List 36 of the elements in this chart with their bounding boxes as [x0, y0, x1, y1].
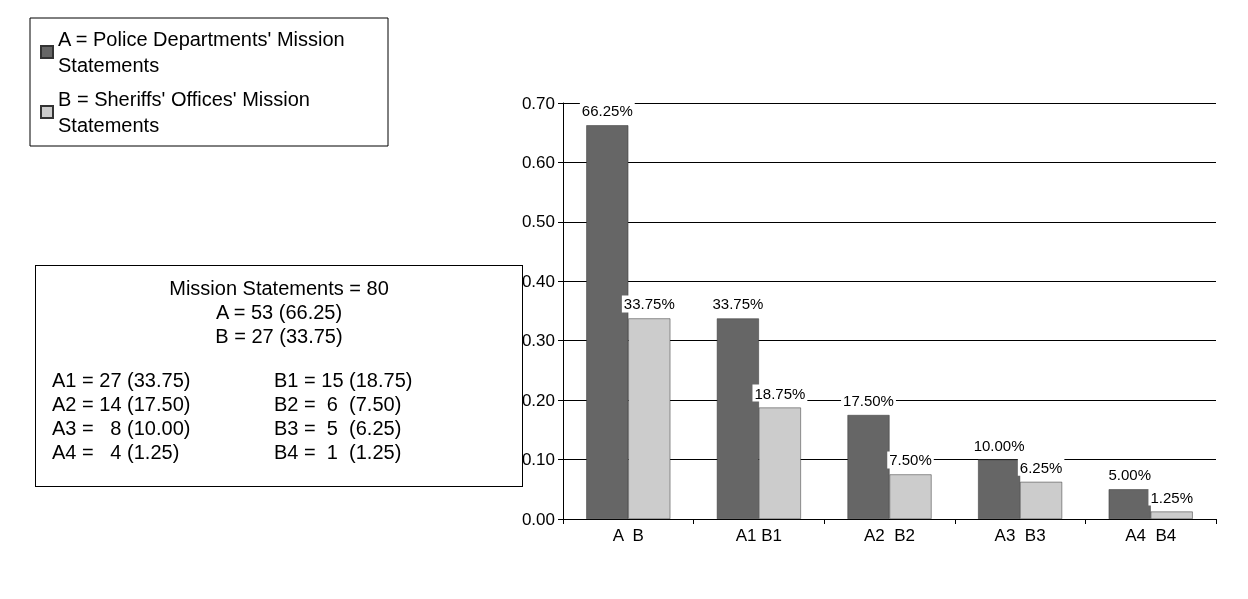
x-tick-label: A3 B3 — [994, 526, 1046, 545]
data-label: 7.50% — [889, 451, 932, 469]
data-label: 17.50% — [843, 392, 894, 409]
text: B = 27 (33.75) — [214, 324, 344, 348]
y-tick-label: 0.70 — [521, 93, 555, 113]
text: B1 = 15 (18.75) — [274, 368, 414, 392]
text: A1 = 27 (33.75) — [52, 368, 192, 392]
legend-label: B = Sheriffs' Offices' Mission Statements — [58, 88, 316, 136]
text: B4 = 1 (1.25) — [274, 440, 403, 464]
y-tick-label: 0.00 — [521, 509, 555, 529]
x-tick-label: A B — [612, 526, 644, 545]
text: A4 = 4 (1.25) — [52, 440, 181, 464]
x-tick-label: A2 B2 — [863, 526, 916, 545]
text: B2 = 6 (7.50) — [274, 392, 403, 416]
text: B3 = 5 (6.25) — [274, 416, 403, 440]
y-tick-label: 0.30 — [521, 331, 555, 351]
data-label: 33.75% — [712, 295, 764, 313]
data-label: 33.75% — [623, 295, 675, 313]
x-tick-label: A1 B1 — [735, 526, 783, 545]
y-tick-label: 0.50 — [521, 212, 555, 232]
text: A3 = 8 (10.00) — [52, 416, 192, 440]
text: Mission Statements = 80 — [168, 276, 390, 300]
legend-label: A = Police Departments' Mission Statements — [58, 28, 351, 76]
data-label: 5.00% — [1108, 466, 1151, 484]
text: A2 = 14 (17.50) — [52, 392, 192, 416]
data-label: 66.25% — [581, 102, 633, 120]
y-tick-label: 0.40 — [521, 271, 555, 291]
y-tick-label: 0.60 — [521, 152, 555, 172]
data-label: 1.25% — [1150, 488, 1193, 506]
data-label: 10.00% — [973, 436, 1025, 454]
y-tick-label: 0.10 — [521, 450, 555, 470]
text: A = 53 (66.25) — [214, 300, 344, 324]
x-tick-label: A4 B4 — [1125, 526, 1177, 545]
data-label: 6.25% — [1019, 458, 1063, 476]
y-tick-label: 0.20 — [521, 390, 555, 410]
data-label: 18.75% — [754, 384, 806, 402]
